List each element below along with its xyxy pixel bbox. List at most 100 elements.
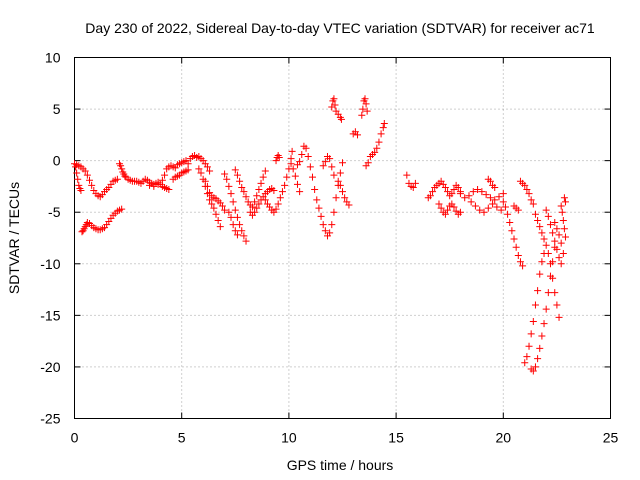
data-point	[304, 153, 312, 161]
data-point	[210, 204, 218, 212]
data-point	[441, 183, 449, 191]
data-point	[313, 196, 321, 204]
data-point	[557, 239, 565, 247]
data-point	[495, 193, 503, 201]
data-point	[184, 160, 192, 168]
data-point	[486, 194, 494, 202]
x-tick-label: 5	[178, 430, 186, 446]
y-tick-label: 10	[45, 50, 61, 66]
data-point	[534, 287, 542, 295]
data-point	[519, 262, 527, 270]
data-point	[251, 208, 259, 216]
data-point	[296, 188, 304, 196]
data-point	[75, 181, 83, 189]
y-tick-label: -15	[40, 307, 60, 323]
data-point	[444, 206, 452, 214]
data-point	[208, 200, 216, 208]
data-point	[559, 249, 567, 257]
data-point	[257, 179, 265, 187]
data-point	[546, 260, 554, 268]
data-point	[529, 318, 537, 326]
data-point	[456, 208, 464, 216]
data-point	[330, 95, 338, 103]
data-point	[121, 172, 129, 180]
data-point	[379, 124, 387, 132]
data-point	[274, 200, 282, 208]
data-point	[521, 181, 529, 189]
data-point	[251, 198, 259, 206]
data-point	[536, 223, 544, 231]
data-point	[514, 252, 522, 260]
data-point	[437, 204, 445, 212]
data-point	[478, 188, 486, 196]
data-point	[221, 206, 229, 214]
data-point	[227, 190, 235, 198]
data-point	[461, 194, 469, 202]
data-point	[272, 157, 280, 165]
data-point	[206, 167, 214, 175]
data-point	[516, 258, 524, 266]
data-point	[546, 221, 554, 229]
data-point	[441, 210, 449, 218]
data-point	[375, 138, 383, 146]
data-point	[426, 192, 434, 200]
data-point	[476, 206, 484, 214]
x-tick-label: 15	[388, 430, 404, 446]
data-point	[337, 115, 345, 123]
data-point	[551, 219, 559, 227]
data-point	[158, 176, 166, 184]
data-point	[553, 301, 561, 309]
data-point	[558, 208, 566, 216]
data-point	[474, 186, 482, 194]
data-point	[229, 198, 237, 206]
data-point	[544, 212, 552, 220]
data-point	[512, 243, 520, 251]
data-point	[311, 186, 319, 194]
data-point	[248, 203, 256, 211]
data-point	[117, 162, 125, 170]
x-axis-label: GPS time / hours	[287, 457, 394, 473]
data-point	[362, 100, 370, 108]
data-point	[465, 192, 473, 200]
data-point	[429, 188, 437, 196]
data-point	[146, 181, 154, 189]
data-point	[354, 131, 362, 139]
data-point	[212, 210, 220, 218]
data-point	[493, 203, 501, 211]
data-point	[291, 172, 299, 180]
data-point	[359, 105, 367, 113]
data-point	[364, 159, 372, 167]
data-point	[203, 182, 211, 190]
data-point	[283, 173, 291, 181]
data-point	[328, 221, 336, 229]
data-point	[536, 270, 544, 278]
data-point	[315, 204, 323, 212]
data-point	[88, 181, 96, 189]
data-point	[233, 171, 241, 179]
data-point	[529, 367, 537, 375]
data-point	[231, 227, 239, 235]
x-tick-label: 20	[496, 430, 512, 446]
data-point	[380, 120, 388, 128]
data-point	[281, 181, 289, 189]
data-point	[326, 155, 334, 163]
data-point	[514, 206, 522, 214]
data-point	[373, 144, 381, 152]
data-point	[319, 162, 327, 170]
data-point	[435, 200, 443, 208]
chart-title: Day 230 of 2022, Sidereal Day-to-day VTE…	[85, 20, 595, 36]
data-point	[363, 107, 371, 115]
data-points	[71, 95, 569, 375]
data-point	[201, 177, 209, 185]
data-point	[118, 205, 126, 213]
data-point	[345, 201, 353, 209]
data-point	[223, 175, 231, 183]
data-point	[557, 202, 565, 210]
data-point	[559, 216, 567, 224]
data-point	[225, 208, 233, 216]
data-point	[261, 167, 269, 175]
data-point	[549, 274, 557, 282]
data-point	[165, 186, 173, 194]
data-point	[504, 210, 512, 218]
data-point	[229, 221, 237, 229]
